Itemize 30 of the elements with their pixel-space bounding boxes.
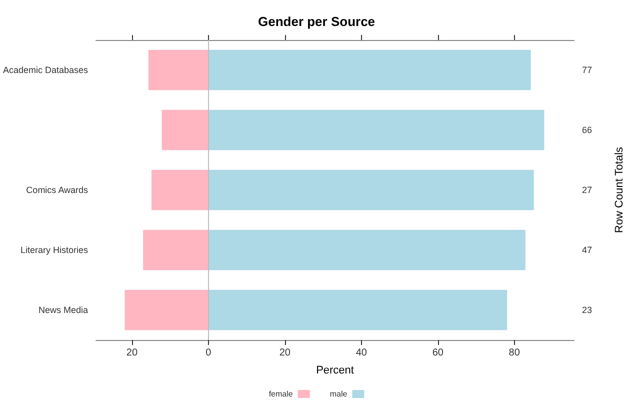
y2-tick-label: 66 [582, 125, 592, 135]
y2-tick-label: 77 [582, 65, 592, 75]
y2-tick-label: 27 [582, 185, 592, 195]
x-tick-label: 0 [206, 348, 212, 358]
bar [151, 170, 208, 210]
bar [148, 50, 208, 90]
bar [208, 110, 544, 150]
x-tick-label: 40 [356, 348, 368, 358]
y-tick-label: News Media [38, 305, 88, 315]
legend-label: female [268, 390, 294, 398]
x-tick-label: 20 [126, 348, 138, 358]
bar [124, 290, 208, 330]
x-tick-label: 20 [279, 348, 291, 358]
y2-tick-label: 23 [582, 305, 592, 315]
x-axis-title: Percent [316, 364, 354, 376]
y2-tick-label: 47 [582, 245, 592, 255]
y-tick-label: Literary Histories [20, 245, 89, 255]
bar [162, 110, 208, 150]
y-tick-label: Academic Databases [2, 65, 89, 75]
x-tick-label: 80 [508, 348, 520, 358]
legend-label: male [330, 390, 348, 398]
bar [208, 170, 534, 210]
bar [208, 290, 508, 330]
chart-title: Gender per Source [258, 14, 376, 29]
y2-axis-title: Row Count Totals [614, 146, 626, 234]
bar [143, 230, 208, 270]
bar [208, 50, 531, 90]
bar [208, 230, 526, 270]
x-tick-label: 60 [432, 348, 444, 358]
y-tick-label: Comics Awards [26, 185, 89, 195]
